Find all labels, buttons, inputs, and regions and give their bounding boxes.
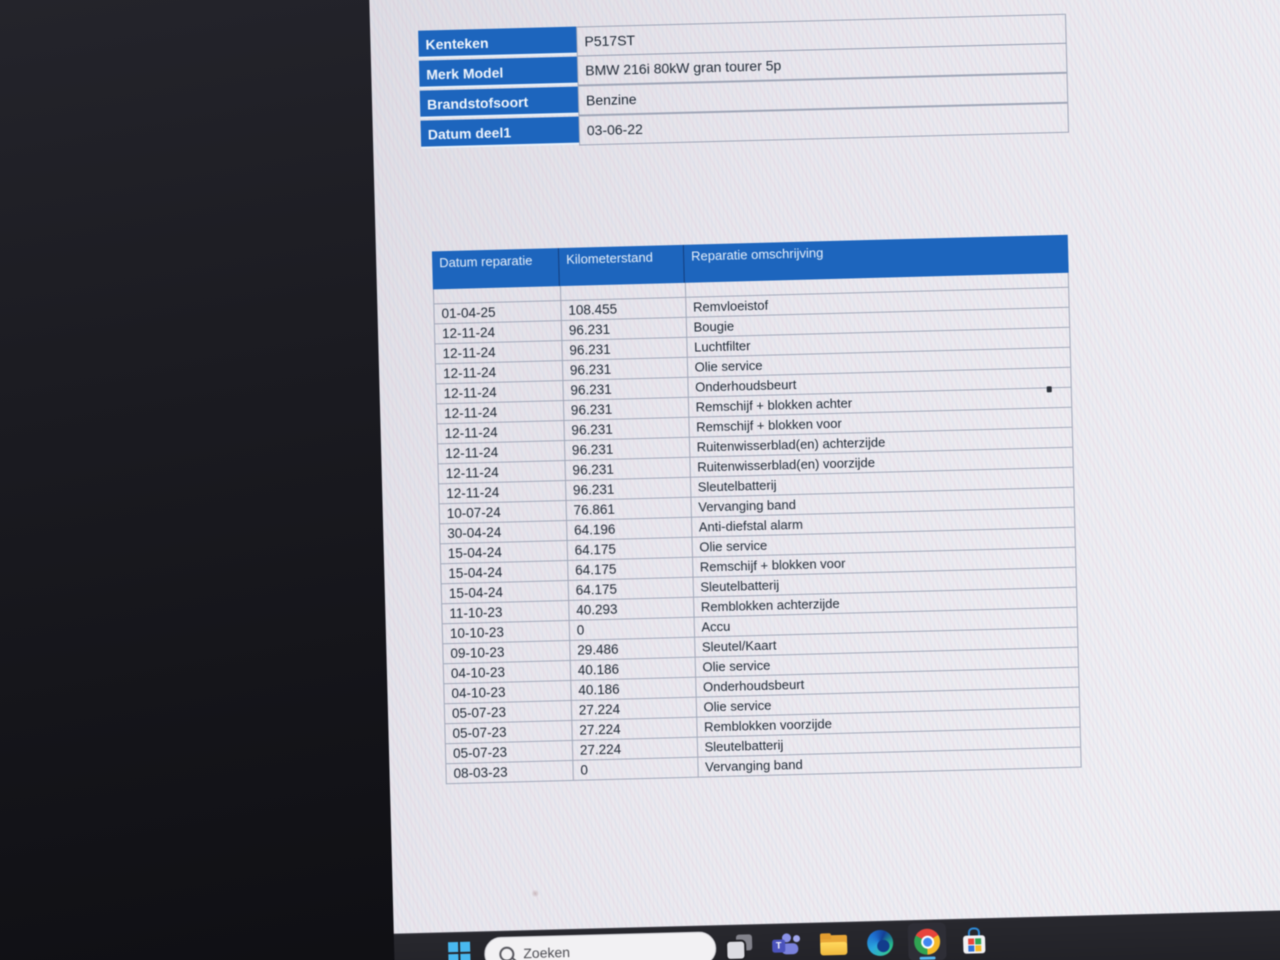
taskbar-item-teams[interactable]: T <box>767 926 806 960</box>
vehicle-info-table: Kenteken P517ST Merk Model BMW 216i 80kW gr… <box>418 13 1070 151</box>
taskbar-item-store[interactable] <box>955 921 994 960</box>
info-label-cell[interactable]: Brandstofsoort <box>419 86 579 119</box>
edge-icon <box>866 929 894 957</box>
info-label-cell[interactable]: Datum deel1 <box>420 116 580 149</box>
taskbar-search[interactable]: Zoeken <box>483 931 717 960</box>
cell-datum[interactable]: 08-03-23 <box>446 760 574 785</box>
info-label-cell[interactable]: Kenteken <box>418 26 577 59</box>
active-app-indicator <box>919 956 936 960</box>
mouse-cursor-dot <box>1046 386 1052 393</box>
screen-smudge <box>530 889 540 898</box>
search-icon <box>499 946 515 960</box>
task-view-icon <box>726 934 752 959</box>
taskbar-item-file-explorer[interactable] <box>814 925 853 960</box>
windows-logo-icon <box>448 941 459 953</box>
taskbar-icons: T <box>720 921 994 960</box>
repair-table-body: 01-04-25 108.455 Remvloeistof 12-11-24 96.23… <box>433 286 1082 785</box>
monitor-screen: Kenteken P517ST Merk Model BMW 216i 80kW gr… <box>368 0 1280 960</box>
teams-badge: T <box>772 939 786 953</box>
taskbar-item-chrome[interactable] <box>907 922 947 960</box>
start-button[interactable] <box>448 941 471 960</box>
repair-table: Datum reparatie Kilometerstand Reparatie… <box>431 234 1082 785</box>
cell-km[interactable]: 0 <box>573 757 699 781</box>
search-placeholder: Zoeken <box>523 944 571 960</box>
file-explorer-icon <box>819 933 847 956</box>
header-cell-kilometerstand[interactable]: Kilometerstand <box>558 244 685 287</box>
taskbar: Zoeken T <box>393 903 1280 960</box>
header-cell-datum-reparatie[interactable]: Datum reparatie <box>431 248 560 290</box>
taskbar-item-task-view[interactable] <box>720 927 759 960</box>
store-icon <box>961 927 988 954</box>
chrome-icon <box>913 928 941 956</box>
info-label-cell[interactable]: Merk Model <box>418 56 578 89</box>
taskbar-item-edge[interactable] <box>861 923 900 960</box>
teams-icon: T <box>772 932 801 959</box>
